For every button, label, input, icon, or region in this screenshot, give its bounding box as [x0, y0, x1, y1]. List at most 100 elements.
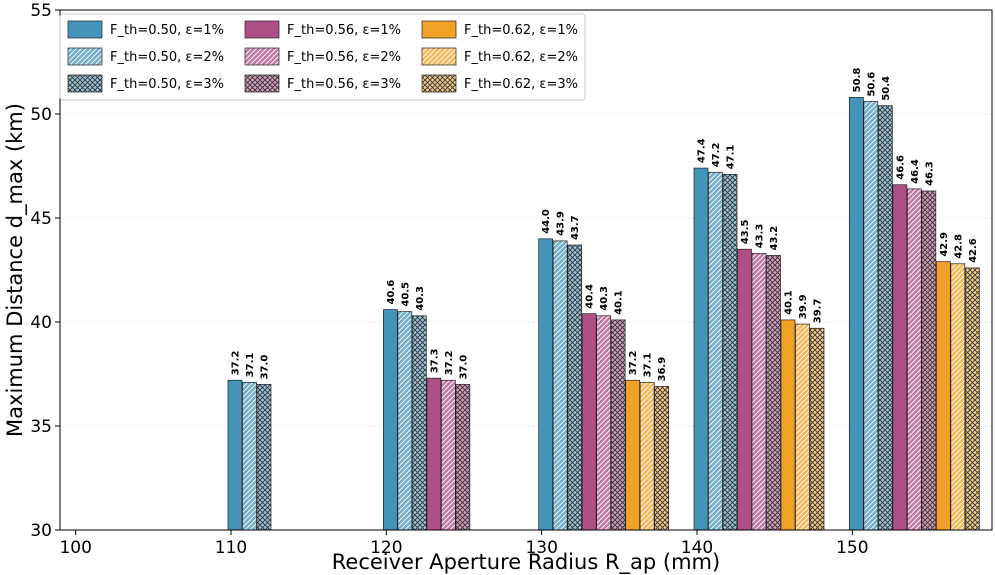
bar-value-label: 46.3 — [924, 161, 935, 186]
bar-value-label: 43.5 — [740, 219, 751, 244]
legend-swatch — [244, 47, 280, 66]
bar-value-label: 42.9 — [939, 232, 950, 257]
x-tick-label: 120 — [370, 538, 402, 558]
legend-entry: F_th=0.62, ε=3% — [421, 74, 578, 93]
y-tick-label: 40 — [30, 313, 52, 333]
bar — [892, 184, 908, 531]
bar-value-label: 40.1 — [614, 290, 625, 315]
bar-value-label: 47.1 — [726, 145, 737, 170]
bar-value-label: 47.4 — [697, 138, 708, 163]
x-tick-label: 130 — [525, 538, 557, 558]
bar — [567, 244, 583, 531]
bar-value-label: 50.8 — [852, 68, 863, 93]
legend-label: F_th=0.56, ε=1% — [287, 23, 401, 38]
legend-entry: F_th=0.62, ε=2% — [421, 47, 578, 66]
bar — [382, 309, 398, 531]
bar — [766, 255, 781, 531]
y-tick-label: 30 — [30, 521, 52, 541]
bar — [950, 263, 966, 531]
legend-swatch — [244, 74, 280, 93]
x-tick-label: 140 — [681, 538, 713, 558]
legend-swatch — [421, 47, 457, 66]
bar-value-label: 40.6 — [386, 280, 397, 305]
bars — [227, 97, 980, 531]
bar-value-label: 43.2 — [769, 226, 780, 251]
bar — [581, 313, 597, 531]
bar — [921, 190, 937, 531]
bar-value-label: 37.0 — [458, 355, 469, 380]
bar — [906, 188, 922, 531]
bar-value-label: 37.1 — [643, 353, 654, 378]
bar — [863, 101, 879, 531]
legend-swatch — [67, 20, 103, 39]
legend: F_th=0.50, ε=1% F_th=0.50, ε=2% F_th=0.50,… — [59, 13, 586, 101]
legend-swatch — [421, 20, 457, 39]
bar-value-label: 50.6 — [866, 72, 877, 97]
x-axis: 100 110 120 130 140 150 — [59, 530, 869, 558]
bar-value-label: 39.7 — [813, 299, 824, 324]
y-axis: 30 35 40 45 50 55 — [30, 1, 60, 541]
bar — [693, 167, 709, 531]
y-tick-label: 55 — [30, 1, 52, 21]
bar-value-label: 40.1 — [784, 290, 795, 315]
legend-label: F_th=0.62, ε=1% — [464, 23, 578, 38]
x-axis-label: Receiver Aperture Radius R_ap (mm) — [332, 550, 720, 575]
bar — [596, 315, 612, 531]
x-tick-label: 100 — [59, 538, 91, 558]
bar-value-label: 43.9 — [556, 211, 567, 236]
bar — [440, 379, 456, 531]
bar-value-label: 47.2 — [711, 143, 722, 168]
bar — [964, 267, 980, 531]
bar-value-label: 37.2 — [231, 351, 242, 376]
bar-value-label: 37.1 — [245, 353, 256, 378]
legend-swatch — [421, 74, 457, 93]
bar — [737, 248, 752, 531]
bar — [877, 105, 893, 531]
legend-label: F_th=0.62, ε=2% — [464, 50, 578, 65]
y-tick-label: 50 — [30, 105, 52, 125]
bar-value-label: 40.3 — [599, 286, 610, 311]
x-tick-label: 110 — [215, 538, 247, 558]
legend-label: F_th=0.50, ε=2% — [110, 50, 224, 65]
legend-label: F_th=0.50, ε=1% — [110, 23, 224, 38]
y-axis-label: Maximum Distance d_max (km) — [3, 103, 28, 437]
bar — [256, 384, 272, 531]
bar-value-label: 39.9 — [798, 294, 809, 319]
legend-entry: F_th=0.50, ε=1% — [67, 20, 224, 39]
bar-value-label: 37.0 — [260, 355, 271, 380]
legend-label: F_th=0.56, ε=2% — [287, 50, 401, 65]
legend-label: F_th=0.62, ε=3% — [464, 77, 578, 92]
legend-swatch — [67, 74, 103, 93]
bar — [722, 173, 738, 531]
bar-value-label: 44.0 — [541, 209, 552, 234]
legend-swatch — [244, 20, 280, 39]
bar-value-label: 43.3 — [755, 224, 766, 249]
y-tick-label: 45 — [30, 209, 52, 229]
bar — [552, 240, 568, 531]
y-tick-label: 35 — [30, 417, 52, 437]
bar-value-label: 37.2 — [444, 351, 455, 376]
bar — [397, 311, 413, 531]
legend-entry: F_th=0.56, ε=3% — [244, 74, 401, 93]
legend-label: F_th=0.50, ε=3% — [110, 77, 224, 92]
bar — [639, 381, 655, 531]
bar — [455, 384, 471, 531]
bar — [848, 97, 864, 531]
bar-value-label: 42.6 — [968, 238, 979, 263]
bar-value-label: 50.4 — [881, 76, 892, 101]
bar-value-label: 40.3 — [415, 286, 426, 311]
bar — [242, 381, 257, 531]
bar-value-label: 46.6 — [895, 155, 906, 180]
bar — [809, 327, 825, 531]
bar — [751, 253, 767, 531]
bar-value-label: 37.3 — [429, 348, 440, 373]
bar-value-label: 43.7 — [570, 215, 581, 240]
legend-entry: F_th=0.62, ε=1% — [421, 20, 578, 39]
legend-entry: F_th=0.56, ε=2% — [244, 47, 401, 66]
bar-value-labels: 37.2 37.1 37.040.6 40.5 40.337.3 37.2 37.044.0… — [231, 68, 979, 382]
bar — [654, 386, 670, 531]
plot-frame — [59, 9, 993, 531]
legend-entry: F_th=0.50, ε=3% — [67, 74, 224, 93]
legend-entry: F_th=0.56, ε=1% — [244, 20, 401, 39]
